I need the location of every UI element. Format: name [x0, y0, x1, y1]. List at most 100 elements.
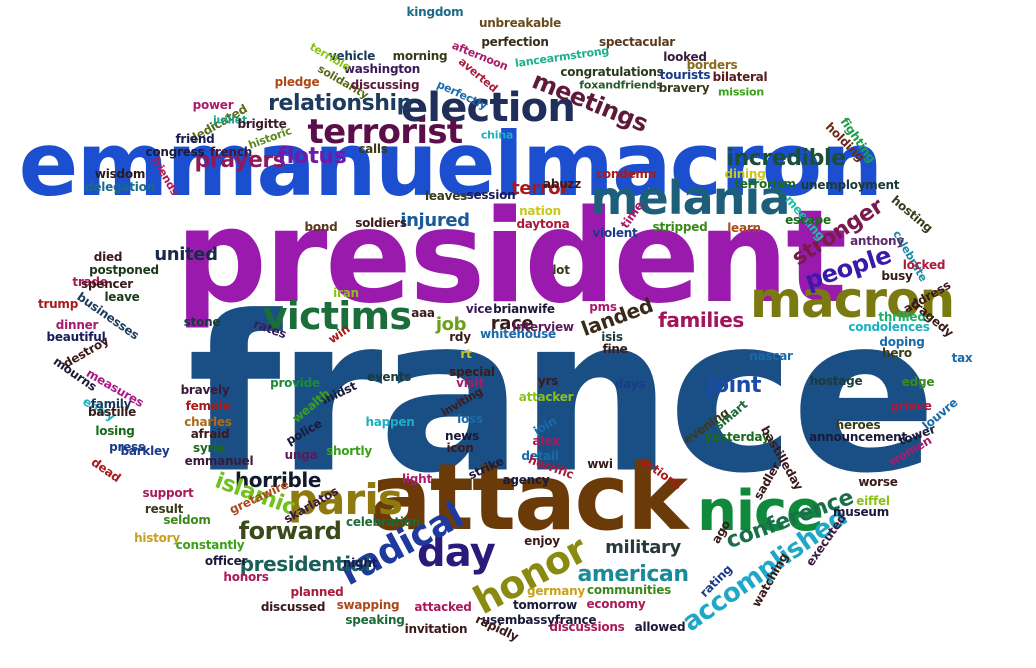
word-officer: officer — [204, 554, 248, 568]
word-eiffel: eiffel — [856, 494, 890, 508]
word-vice: vice — [465, 302, 493, 316]
word-dining: dining — [724, 167, 766, 181]
word-foxandfriends: foxandfriends — [579, 78, 663, 92]
word-busy: busy — [881, 269, 913, 283]
word-bilateral: bilateral — [712, 70, 768, 84]
word-france: france — [187, 269, 936, 521]
word-terror: terror — [511, 178, 569, 199]
word-condemn: condemn — [596, 167, 656, 181]
word-american: american — [577, 562, 689, 587]
word-congress: congress — [145, 145, 205, 159]
word-celebration: celebration — [345, 515, 421, 529]
word-tourists: tourists — [659, 68, 711, 82]
word-terrorism: terrorism — [734, 177, 796, 191]
word-military: military — [605, 537, 681, 558]
word-doping: doping — [879, 335, 925, 349]
word-beautiful: beautiful — [46, 330, 106, 344]
word-macron: macron — [749, 271, 955, 329]
word-injured: injured — [400, 210, 470, 231]
word-vehicle: vehicle — [328, 49, 376, 63]
word-news: news — [445, 429, 479, 443]
word-borders: borders — [686, 58, 738, 72]
word-president: president — [175, 183, 847, 332]
word-session: session — [466, 188, 516, 202]
word-delegation: delegation — [85, 180, 155, 194]
word-brigitte: brigitte — [237, 117, 287, 131]
word-unbreakable: unbreakable — [478, 16, 562, 30]
word-unemployment: unemployment — [800, 178, 900, 192]
word-days: days — [614, 377, 646, 391]
word-bastille: bastille — [87, 405, 137, 419]
word-enjoy: enjoy — [524, 534, 560, 548]
word-whitehouse: whitehouse — [480, 327, 556, 341]
word-announcement: announcement — [809, 430, 907, 444]
word-nice: nice — [697, 479, 824, 544]
word-day: day — [416, 530, 496, 576]
word-emmanuel: emmanuel — [184, 454, 254, 468]
word-soldiers: soldiers — [355, 216, 407, 230]
word-happen: happen — [365, 415, 415, 429]
word-germany: germany — [527, 584, 585, 598]
word-light: light — [402, 472, 432, 486]
word-barkley: barkley — [120, 444, 170, 458]
word-condolences: condolences — [848, 320, 930, 334]
word-unga: unga — [284, 448, 318, 462]
word-flotus: flotus — [277, 144, 347, 169]
word-stripped: stripped — [652, 220, 708, 234]
word-bravery: bravery — [658, 81, 710, 95]
word-race: race — [490, 313, 534, 334]
word-history: history — [134, 531, 180, 545]
word-press: press — [109, 440, 145, 454]
word-aaa: aaa — [411, 306, 435, 320]
word-grieve: grieve — [890, 399, 932, 413]
word-museum: museum — [833, 505, 889, 519]
word-pms: pms — [589, 300, 617, 314]
word-dead: dead — [88, 454, 124, 486]
word-stone: stone — [183, 315, 221, 329]
word-speaking: speaking — [345, 613, 405, 627]
word-prayers: prayers — [194, 148, 286, 173]
word-emmanuelmacron: emmanuelmacron — [18, 113, 883, 216]
word-trade: trade — [72, 275, 108, 289]
word-wwi: wwi — [587, 457, 613, 471]
word-leaves: leaves — [424, 189, 468, 203]
word-united: united — [154, 244, 218, 265]
word-thrilled: thrilled — [878, 310, 926, 324]
word-edge: edge — [901, 375, 935, 389]
word-daytona: daytona — [516, 217, 570, 231]
word-morning: morning — [392, 49, 448, 63]
word-power: power — [192, 98, 234, 112]
word-job: job — [435, 314, 467, 335]
word-presidential: presidential — [239, 552, 371, 576]
word-discussed: discussed — [260, 600, 326, 614]
word-attacker: attacker — [518, 390, 574, 404]
word-night: night — [342, 556, 378, 570]
word-china: china — [480, 128, 514, 142]
word-learn: learn — [727, 221, 761, 235]
word-constantly: constantly — [175, 538, 245, 552]
word-spencer: spencer — [81, 277, 133, 291]
word-washington: washington — [343, 62, 421, 76]
word-perfection: perfection — [481, 35, 549, 49]
word-swapping: swapping — [336, 598, 400, 612]
word-brianwife: brianwife — [493, 302, 555, 316]
word-honors: honors — [223, 570, 269, 584]
word-shortly: shortly — [326, 444, 372, 458]
word-tax: tax — [951, 351, 973, 365]
word-alex: alex — [532, 434, 560, 448]
word-melania: melania — [590, 171, 790, 225]
word-pledge: pledge — [274, 75, 320, 89]
word-visit: visit — [456, 376, 484, 390]
word-friend: friend — [175, 132, 215, 146]
word-paris: paris — [287, 475, 403, 524]
word-horrible: horrible — [234, 468, 322, 492]
word-calls: calls — [358, 142, 388, 156]
word-bond: bond — [304, 220, 338, 234]
word-detail: detail — [521, 449, 559, 463]
word-planned: planned — [290, 585, 344, 599]
word-charles: charles — [184, 415, 232, 429]
word-victims: victims — [262, 294, 412, 338]
word-yrs: yrs — [537, 374, 559, 388]
word-escape: escape — [785, 213, 831, 227]
